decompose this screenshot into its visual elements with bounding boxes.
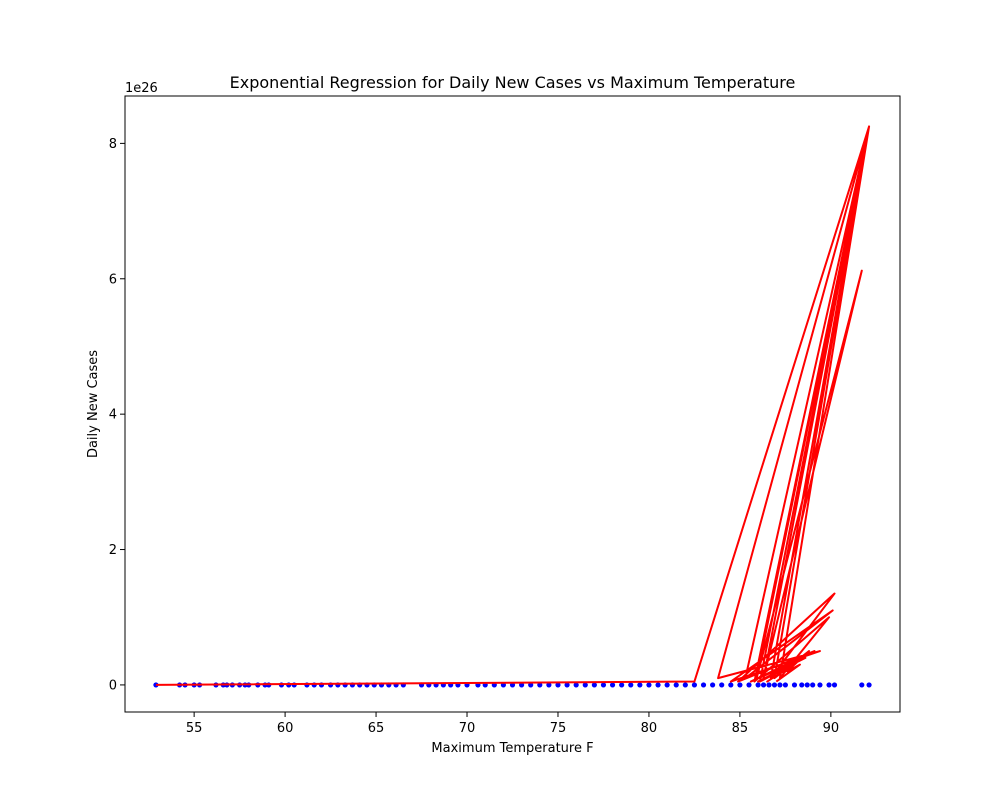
data-point — [537, 682, 543, 688]
y-tick-label: 8 — [109, 137, 117, 152]
data-point — [728, 682, 734, 688]
data-point — [646, 682, 652, 688]
data-point — [782, 682, 788, 688]
data-point — [771, 682, 778, 688]
data-point — [600, 682, 607, 688]
x-axis-label: Maximum Temperature F — [431, 741, 593, 756]
data-point — [628, 682, 634, 688]
plot-frame — [124, 95, 901, 713]
y-axis-label: Daily New Cases — [86, 350, 101, 458]
x-tick-label: 90 — [823, 721, 840, 736]
data-point — [710, 682, 716, 688]
data-point — [637, 682, 643, 688]
data-point — [817, 682, 823, 688]
x-tick-label: 75 — [550, 721, 567, 736]
data-point — [810, 682, 816, 688]
data-point — [664, 682, 670, 688]
data-point — [564, 682, 570, 688]
data-point — [528, 682, 534, 688]
y-offset-label: 1e26 — [125, 81, 158, 96]
data-point — [766, 682, 772, 688]
y-tick-label: 2 — [109, 543, 117, 558]
data-point — [582, 682, 588, 688]
data-point — [682, 682, 688, 688]
y-tick-label: 6 — [109, 272, 117, 287]
data-point — [859, 682, 865, 688]
data-point — [673, 682, 679, 688]
data-point — [791, 682, 798, 688]
data-point — [866, 682, 872, 688]
x-tick-label: 85 — [732, 721, 749, 736]
regression-line — [155, 125, 871, 686]
data-point — [609, 682, 616, 688]
y-axis-ticks: 0 2 4 6 8 — [109, 137, 125, 693]
data-point — [591, 682, 597, 688]
data-point — [760, 682, 767, 688]
data-point — [826, 682, 832, 688]
data-point — [153, 682, 159, 688]
data-point — [546, 682, 552, 688]
x-tick-label: 65 — [368, 721, 385, 736]
data-point — [555, 682, 561, 688]
y-tick-label: 0 — [109, 678, 117, 693]
data-point — [700, 682, 707, 688]
y-tick-label: 4 — [109, 408, 117, 423]
plot-content — [153, 125, 872, 688]
data-point — [737, 682, 743, 688]
x-tick-label: 55 — [186, 721, 203, 736]
x-tick-label: 70 — [459, 721, 476, 736]
chart-title: Exponential Regression for Daily New Cas… — [230, 73, 796, 92]
data-point — [831, 682, 838, 688]
data-point — [799, 682, 805, 688]
data-point — [804, 682, 810, 688]
data-point — [573, 682, 579, 688]
data-point — [655, 682, 661, 688]
data-point — [755, 682, 761, 688]
x-tick-label: 60 — [277, 721, 294, 736]
x-axis-ticks: 55 60 65 70 75 80 85 90 — [186, 712, 839, 736]
data-point — [777, 682, 783, 688]
x-tick-label: 80 — [641, 721, 658, 736]
data-point — [746, 682, 752, 688]
data-point — [691, 682, 698, 688]
data-point — [719, 682, 725, 688]
data-point — [619, 682, 625, 688]
